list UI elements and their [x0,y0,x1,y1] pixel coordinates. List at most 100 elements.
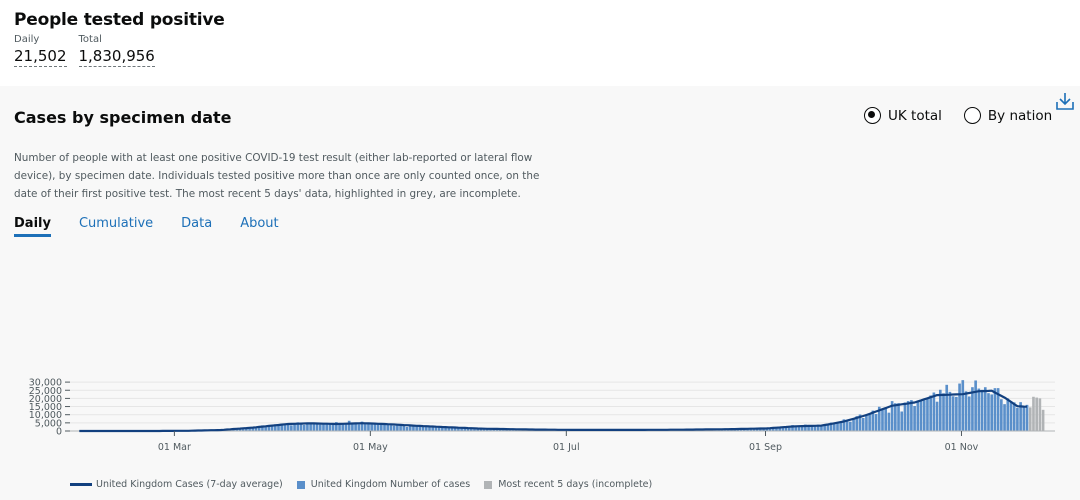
daily-bar [849,421,852,431]
daily-bar [813,426,817,431]
daily-bar [871,410,875,431]
daily-bar [890,401,894,431]
daily-bar [296,422,300,431]
daily-bar [861,418,865,431]
tab-daily[interactable]: Daily [14,216,51,237]
tab-data[interactable]: Data [181,216,213,231]
daily-bar [241,428,245,431]
chart-legend: United Kingdom Cases (7-day average) Uni… [70,479,666,490]
chart-description: Number of people with at least one posit… [14,152,540,200]
daily-bar [264,426,267,431]
daily-bar [1009,401,1013,431]
daily-bar [486,428,489,431]
daily-bar [318,424,322,431]
daily-bar [399,424,402,431]
total-metric: Total 1,830,956 [78,34,155,67]
daily-bar [791,425,794,431]
radio-uk-total[interactable]: UK total [864,107,942,124]
summary-header: People tested positive Daily 21,502 Tota… [14,10,1080,86]
daily-bar [951,396,955,431]
daily-bar [942,393,945,431]
daily-bar [781,427,785,431]
download-icon[interactable] [1054,90,1076,112]
daily-bar [932,392,936,431]
daily-bar [441,427,444,431]
daily-bar [906,401,910,431]
daily-bar [842,419,846,431]
daily-bar [254,427,258,431]
daily-bar [768,427,772,431]
daily-bar [935,401,939,431]
daily-bar [328,423,332,431]
daily-bar [479,429,483,431]
daily-bar [280,423,284,431]
average-line [79,389,1028,433]
daily-bar [463,427,467,431]
daily-bar [922,400,926,431]
daily-bar [807,425,810,431]
daily-bar [306,424,309,431]
legend-label-cases: United Kingdom Number of cases [310,479,471,490]
daily-bar [897,403,900,431]
daily-bar [778,426,781,431]
daily-bar [379,424,383,431]
daily-bar [983,387,987,431]
tab-about[interactable]: About [240,216,279,231]
daily-bar [916,401,920,431]
daily-bar [405,426,409,431]
daily-bar [990,394,994,431]
daily-bar [354,423,357,431]
daily-bar [804,424,807,431]
daily-bar [823,424,826,431]
daily-bar [816,424,820,431]
daily-bar [293,422,296,431]
daily-bar [415,425,418,431]
daily-bar [810,425,814,431]
radio-by-nation[interactable]: By nation [963,107,1053,124]
legend-grey-swatch [484,480,493,489]
daily-bar [826,424,830,431]
legend-item-cases: United Kingdom Number of cases [296,479,471,490]
daily-value[interactable]: 21,502 [14,47,67,67]
daily-bar [267,425,271,431]
daily-bar [322,423,325,431]
daily-bar [1035,397,1038,431]
daily-bar [820,425,823,431]
daily-bar [765,428,769,431]
daily-bar [746,429,749,431]
y-tick-label: 15,000 [29,402,62,413]
daily-bar [424,426,428,431]
daily-bar [1022,407,1026,431]
daily-bar [505,429,508,431]
daily-bar [929,395,932,431]
daily-bar [1019,402,1022,431]
daily-bar [273,424,277,431]
daily-bar [775,427,778,431]
daily-bar [955,396,958,431]
daily-bar [964,391,968,431]
daily-bar [392,425,396,431]
daily-bar [832,423,836,431]
daily-bar [894,403,897,431]
total-value[interactable]: 1,830,956 [78,47,155,67]
tab-cumulative[interactable]: Cumulative [78,216,154,231]
daily-bar [1016,407,1019,431]
daily-bar [325,424,329,431]
legend-item-average: United Kingdom Cases (7-day average) [70,479,283,490]
daily-bar [938,389,942,431]
daily-bar [335,422,338,431]
radio-checked-icon [864,107,881,124]
daily-bar [881,409,884,431]
daily-bar [980,389,984,431]
daily-bar [874,414,878,431]
x-tick-label: 01 May [353,442,388,453]
view-radio-group: UK total By nation [864,107,1052,124]
x-tick-label: 01 Sep [749,442,782,453]
daily-bar [967,396,971,431]
radio-by-nation-label: By nation [987,107,1053,124]
daily-bar [344,423,348,431]
daily-bar [245,427,248,431]
daily-bar [270,425,274,431]
daily-bar [396,424,399,431]
